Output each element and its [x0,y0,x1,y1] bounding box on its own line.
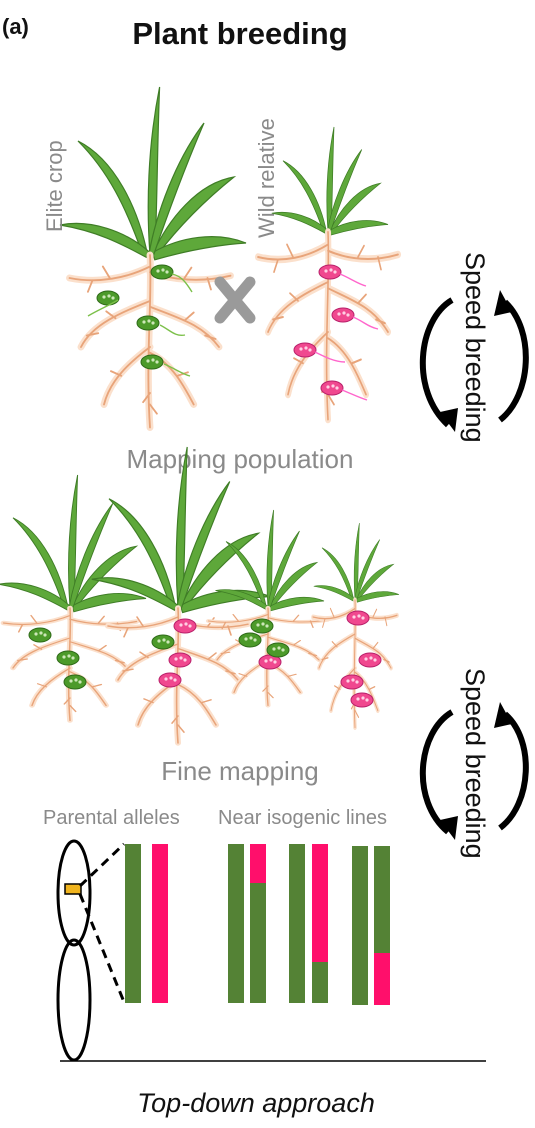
near-isogenic-lines-label: Near isogenic lines [218,807,387,829]
mapping-population-label: Mapping population [127,444,354,474]
mapping-population-plants [0,446,399,743]
footer-caption: Top-down approach [137,1088,375,1118]
locus-marker [64,883,82,895]
elite-crop-label: Elite crop [42,140,67,232]
nil-bar-3 [289,844,305,1003]
wild-relative-plant [258,126,398,420]
page-title: Plant breeding [132,16,347,51]
fine-mapping-label: Fine mapping [161,756,319,786]
chromosome [56,839,92,1062]
parental-allele-bars [125,844,168,1003]
zoom-lines [78,842,126,1003]
speed-breeding-cycle-icon [419,290,529,432]
speed-breeding-label-top: Speed breeding [460,252,490,443]
speed-breeding-label-bottom: Speed breeding [460,668,490,859]
nil-bar-2 [250,883,266,1003]
nil-bar-4-introgression [312,844,328,962]
parent-bar-wild [152,844,168,1003]
nil-bar-6 [374,846,390,953]
cross-symbol [214,276,256,324]
wild-relative-label: Wild relative [254,118,279,238]
nil-bar-5 [352,846,368,1005]
progeny-plant-4 [313,522,399,728]
speed-breeding-cycle-icon-2 [419,702,529,840]
nil-bar-1 [228,844,244,1003]
nil-bar-2-introgression [250,844,266,883]
nil-bars [228,844,390,1005]
parental-alleles-label: Parental alleles [43,807,180,829]
elite-crop-plant [59,86,247,428]
panel-label: (a) [2,14,29,39]
progeny-plant-3 [209,509,328,706]
nil-bar-6-introgression [374,953,390,1005]
nil-bar-4 [312,962,328,1003]
parent-bar-elite [125,844,141,1003]
